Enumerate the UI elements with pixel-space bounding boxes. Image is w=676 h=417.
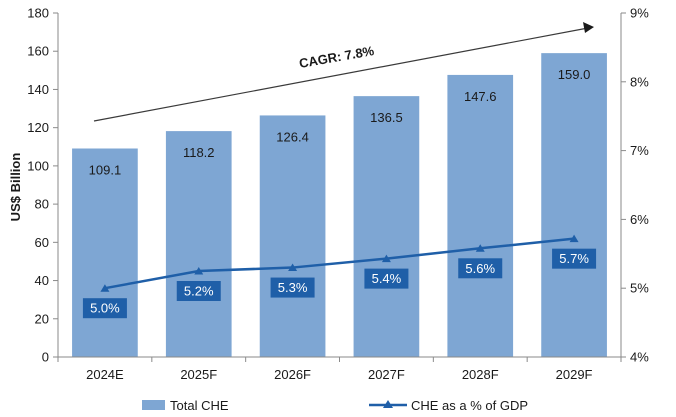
- legend-line-label: CHE as a % of GDP: [411, 398, 528, 413]
- line-label-box-2027F: [364, 268, 409, 289]
- bar-value-label-2026F: 126.4: [276, 129, 309, 144]
- y-tick-label: 60: [35, 235, 49, 250]
- bar-2029F: [541, 53, 607, 358]
- x-tick-label: 2027F: [368, 367, 405, 382]
- bar-value-label-2024E: 109.1: [89, 162, 122, 177]
- x-tick-label: 2024E: [86, 367, 124, 382]
- cagr-annotation: CAGR: 7.8%: [298, 43, 376, 71]
- labels-group: 109.1 118.2 126.4 136.5 147.6 159.0 5.0% 5.2% 5.…: [82, 67, 597, 319]
- line-marker-2026F: [288, 263, 298, 272]
- bar-2028F: [447, 74, 514, 358]
- line-value-label-2025F: 5.2%: [184, 284, 214, 299]
- x-tick-label: 2026F: [274, 367, 311, 382]
- line-label-box-2025F: [176, 281, 221, 301]
- legend-line-marker: [383, 400, 393, 408]
- y-tick-label: 0: [42, 350, 49, 365]
- y-tick-label: 80: [35, 197, 49, 212]
- bar-value-label-2027F: 136.5: [370, 110, 403, 125]
- x-tick-label: 2029F: [556, 367, 593, 382]
- y-axis-title: US$ Billion: [8, 153, 23, 222]
- line-label-box-2028F: [458, 258, 503, 279]
- x-tick-label: 2025F: [180, 367, 217, 382]
- line-marker-2028F: [475, 244, 485, 252]
- y-tick-label: 140: [27, 82, 49, 97]
- y2-tick-label: 6%: [630, 212, 649, 227]
- line-label-box-2024E: [82, 298, 127, 319]
- line-marker-2029F: [569, 234, 579, 243]
- y-tick-label: 120: [27, 120, 49, 135]
- line-value-label-2028F: 5.6%: [465, 261, 495, 276]
- y2-tick-label: 7%: [630, 143, 649, 158]
- y-tick-label: 100: [27, 158, 49, 173]
- bar-2024E: [72, 148, 138, 357]
- legend-bar-swatch: [142, 400, 165, 410]
- bar-value-label-2028F: 147.6: [464, 89, 497, 104]
- line-value-label-2029F: 5.7%: [559, 251, 589, 266]
- bar-2027F: [353, 96, 420, 357]
- y2-tick-label: 5%: [630, 281, 649, 296]
- line-marker-2025F: [194, 267, 204, 275]
- line-label-box-2029F: [552, 248, 597, 269]
- y-tick-label: 160: [27, 44, 49, 59]
- cagr-arrow: [93, 27, 589, 122]
- y2-tick-label: 4%: [630, 350, 649, 365]
- legend-bar-label: Total CHE: [170, 398, 229, 413]
- y-tick-label: 40: [35, 273, 49, 288]
- y2-tick-label: 9%: [630, 6, 649, 21]
- axes-group: 0 20 40 60 80 100 120 140 160 180 4% 5% 6% 7% 8% 9% 2024…: [27, 6, 649, 383]
- line-marker-2024E: [100, 284, 110, 292]
- y-tick-label: 20: [35, 311, 49, 326]
- line-series-path: [104, 237, 575, 290]
- line-series-group: [100, 234, 579, 292]
- y2-tick-label: 8%: [630, 74, 649, 89]
- line-marker-2027F: [381, 254, 391, 263]
- bars-group: [72, 53, 607, 358]
- line-value-label-2027F: 5.4%: [372, 271, 402, 286]
- cagr-arrowhead: [583, 22, 594, 33]
- line-label-box-2026F: [270, 277, 315, 298]
- x-tick-label: 2028F: [462, 367, 499, 382]
- line-value-label-2026F: 5.3%: [278, 280, 308, 295]
- line-value-label-2024E: 5.0%: [90, 301, 120, 316]
- bar-2026F: [259, 115, 326, 358]
- bar-value-label-2029F: 159.0: [558, 67, 591, 82]
- bar-value-label-2025F: 118.2: [183, 145, 215, 160]
- bar-2025F: [165, 131, 232, 357]
- y-tick-label: 180: [27, 6, 49, 21]
- legend: Total CHE CHE as a % of GDP: [142, 398, 528, 413]
